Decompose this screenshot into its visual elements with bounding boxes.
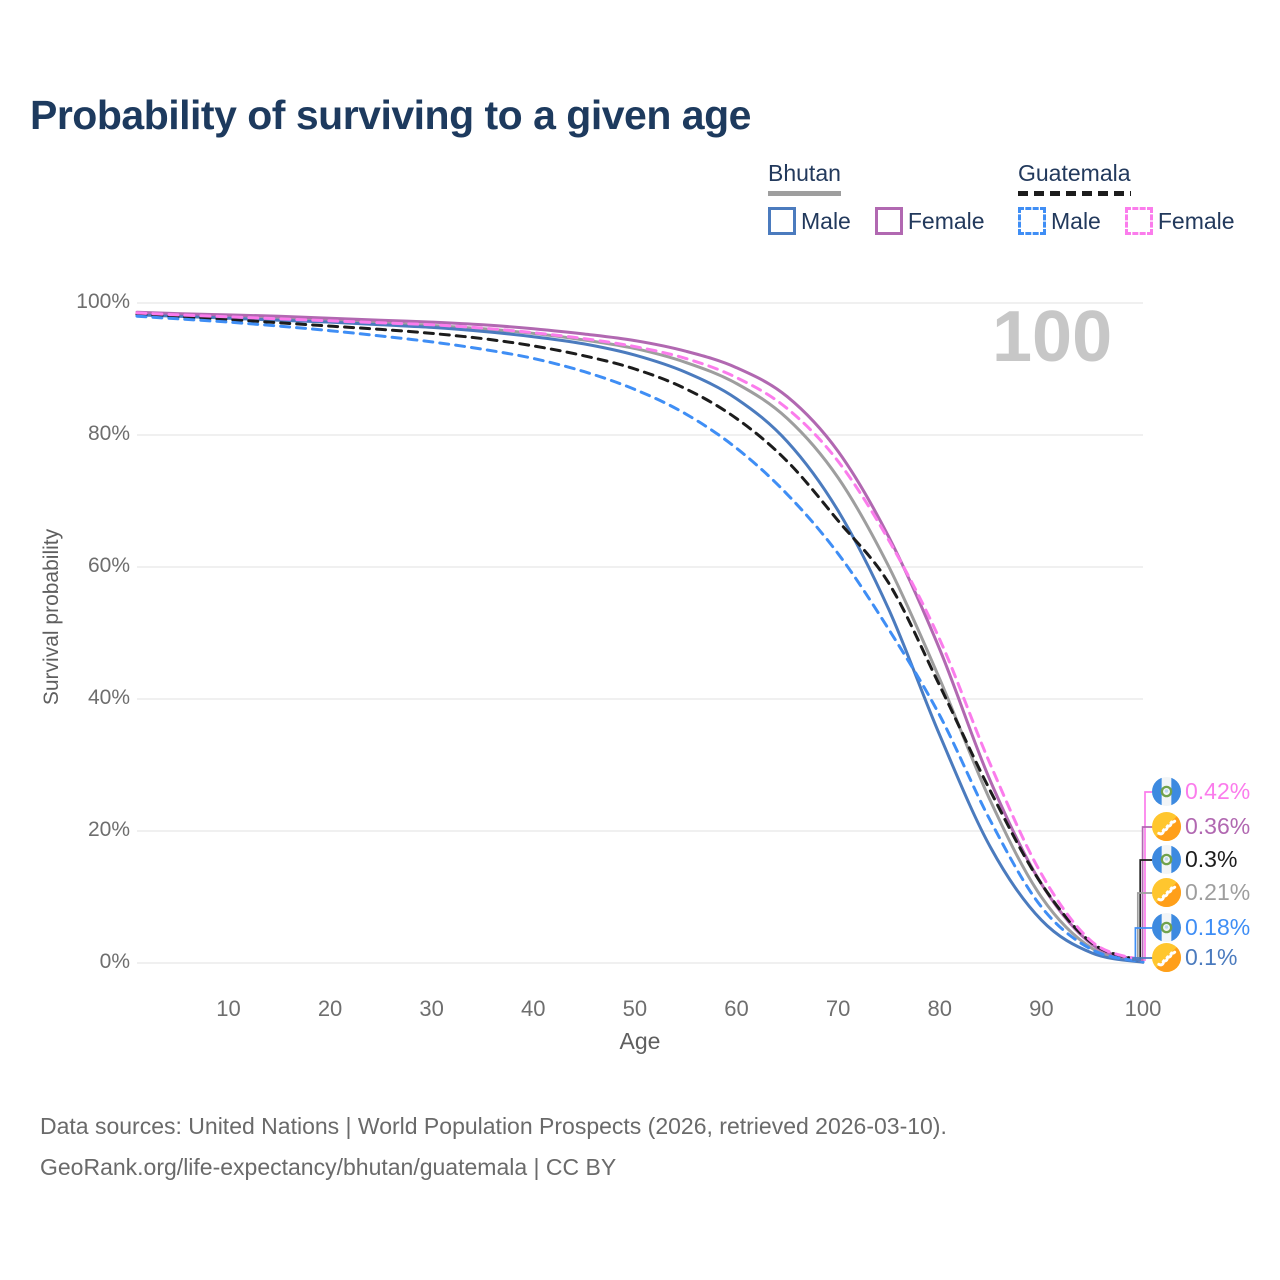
bhutan-female-swatch-icon[interactable] xyxy=(874,207,903,235)
guatemala-male-swatch-icon[interactable] xyxy=(1018,207,1046,235)
end-label-value: 0.21% xyxy=(1185,879,1251,905)
legend-item-bhutan-male[interactable]: Male xyxy=(768,207,851,235)
y-tick-label: 100% xyxy=(76,290,130,313)
footer-link: GeoRank.org/life-expectancy/bhutan/guate… xyxy=(40,1154,617,1180)
legend: Bhutan Male Female Guatemala xyxy=(0,160,1280,250)
series-line-guatemala-male xyxy=(135,314,1145,964)
y-tick-label: 0% xyxy=(99,950,130,973)
bhutan-flag-icon xyxy=(1152,812,1181,841)
guatemala-line-style-sample xyxy=(1018,191,1131,196)
y-tick-label: 20% xyxy=(87,818,130,841)
legend-item-guatemala-male[interactable]: Male xyxy=(1018,207,1101,235)
x-tick-label: 80 xyxy=(927,996,952,1021)
series-line-bhutan-male xyxy=(135,313,1145,964)
legend-country-bhutan: Bhutan xyxy=(768,160,841,196)
end-label-value: 0.3% xyxy=(1185,846,1238,872)
legend-group-guatemala: Guatemala Male Female xyxy=(1018,160,1235,235)
bhutan-flag-icon xyxy=(1152,943,1181,972)
x-tick-label: 100 xyxy=(1124,996,1162,1021)
legend-country-guatemala: Guatemala xyxy=(1018,160,1131,196)
legend-item-guatemala-female[interactable]: Female xyxy=(1124,207,1235,235)
bhutan-male-swatch-icon[interactable] xyxy=(768,207,796,235)
series-line-bhutan-all xyxy=(135,312,1145,964)
guatemala-flag-icon xyxy=(1152,777,1181,806)
page-title: Probability of surviving to a given age xyxy=(30,92,751,138)
x-axis-title: Age xyxy=(619,1028,661,1054)
end-label-value: 0.36% xyxy=(1185,813,1251,839)
guatemala-flag-icon xyxy=(1152,913,1181,942)
end-label-value: 0.42% xyxy=(1185,778,1251,804)
series-line-bhutan-female xyxy=(135,310,1145,963)
x-tick-label: 30 xyxy=(419,996,444,1021)
x-tick-label: 90 xyxy=(1029,996,1054,1021)
guatemala-female-swatch-icon[interactable] xyxy=(1124,207,1153,235)
series-line-guatemala-all xyxy=(135,312,1145,963)
end-label-bhutan-0.21%: 0.21% xyxy=(1152,878,1250,907)
x-tick-label: 60 xyxy=(724,996,749,1021)
x-tick-label: 50 xyxy=(622,996,648,1021)
bhutan-line-style-sample xyxy=(768,191,841,196)
x-tick-label: 70 xyxy=(825,996,851,1021)
y-tick-label: 80% xyxy=(87,422,130,445)
footer-sources: Data sources: United Nations | World Pop… xyxy=(40,1113,947,1139)
footer: Data sources: United Nations | World Pop… xyxy=(40,1106,947,1188)
end-label-guatemala-0.18%: 0.18% xyxy=(1152,913,1250,942)
bhutan-flag-icon xyxy=(1152,878,1181,907)
legend-item-bhutan-female[interactable]: Female xyxy=(874,207,985,235)
end-label-value: 0.1% xyxy=(1185,944,1238,970)
y-tick-label: 40% xyxy=(87,686,130,709)
x-tick-label: 10 xyxy=(216,996,241,1021)
end-label-connector xyxy=(1132,957,1153,961)
guatemala-flag-icon xyxy=(1152,845,1181,874)
y-tick-label: 60% xyxy=(87,554,130,577)
x-tick-label: 40 xyxy=(521,996,546,1021)
end-label-bhutan-0.36%: 0.36% xyxy=(1152,812,1250,841)
end-label-guatemala-0.3%: 0.3% xyxy=(1152,845,1237,874)
series-line-guatemala-female xyxy=(135,311,1145,962)
age-watermark: 100 xyxy=(992,297,1113,377)
end-label-value: 0.18% xyxy=(1185,914,1251,940)
end-label-bhutan-0.1%: 0.1% xyxy=(1152,943,1237,972)
legend-group-bhutan: Bhutan Male Female xyxy=(768,160,985,235)
x-tick-label: 20 xyxy=(317,996,343,1021)
end-label-guatemala-0.42%: 0.42% xyxy=(1152,777,1250,806)
